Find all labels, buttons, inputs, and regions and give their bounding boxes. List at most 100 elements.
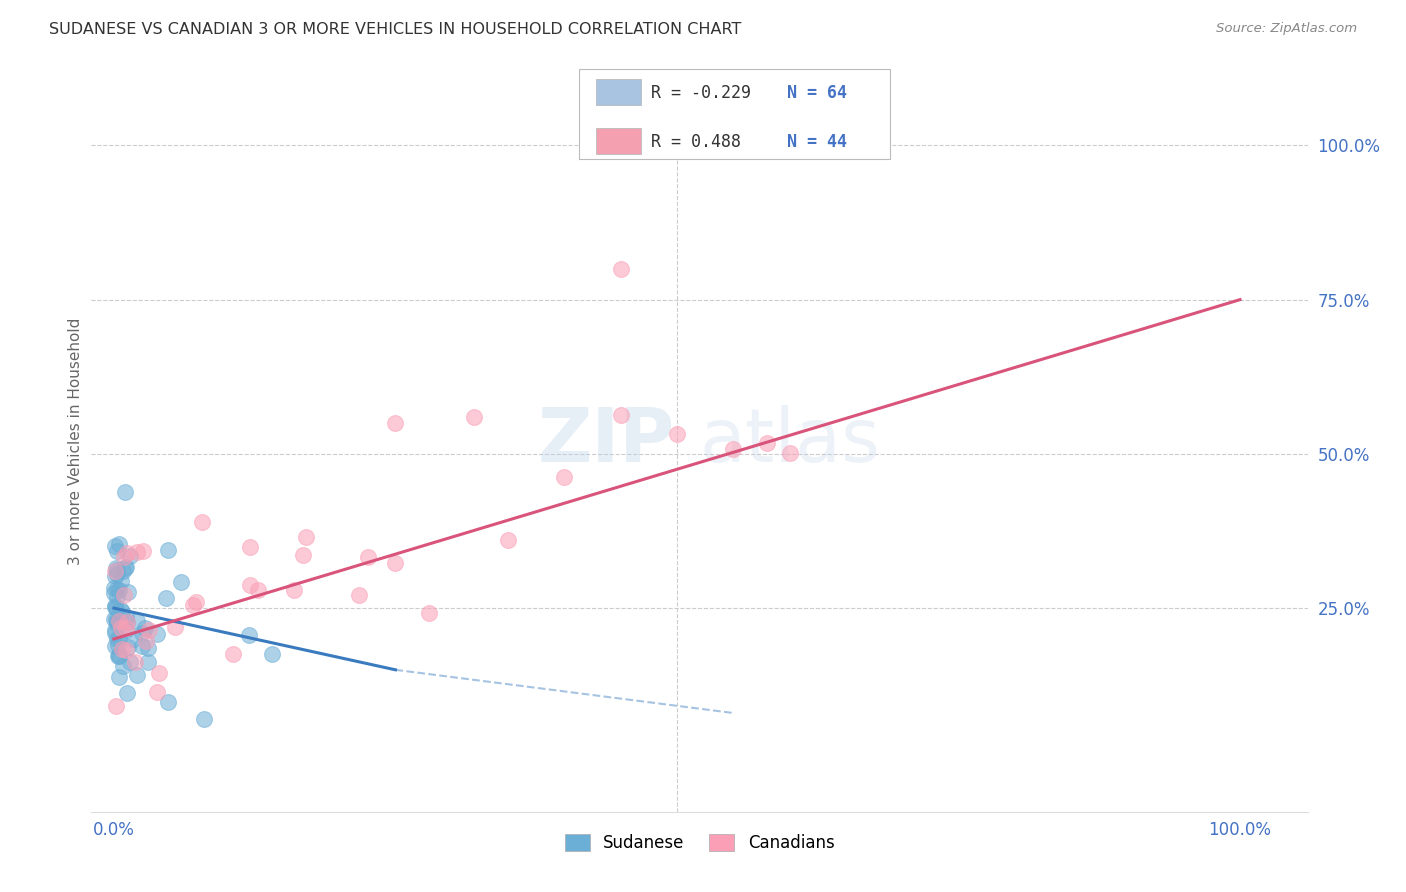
Point [104, 626, 127, 640]
Point [107, 639, 129, 653]
Point [104, 565, 127, 579]
Point [114, 561, 136, 575]
Point [295, 530, 318, 544]
Point [156, 543, 179, 558]
Text: N = 64: N = 64 [787, 84, 848, 102]
Point [104, 612, 127, 626]
Point [260, 647, 283, 661]
Point [418, 606, 440, 620]
Point [184, 595, 207, 609]
Point [105, 632, 128, 646]
Point [104, 599, 127, 614]
Point [104, 539, 127, 553]
Point [134, 621, 156, 635]
Text: R = 0.488: R = 0.488 [651, 133, 741, 151]
Point [292, 548, 315, 562]
Point [107, 669, 129, 683]
Point [146, 627, 169, 641]
Point [117, 640, 139, 654]
Point [135, 633, 157, 648]
Point [103, 611, 125, 625]
Point [138, 623, 160, 637]
Y-axis label: 3 or more Vehicles in Household: 3 or more Vehicles in Household [67, 318, 83, 566]
Point [108, 537, 131, 551]
Point [238, 627, 260, 641]
Point [111, 642, 134, 657]
Point [104, 569, 127, 583]
Point [103, 582, 125, 596]
Point [723, 442, 745, 457]
Point [110, 615, 132, 630]
Point [114, 621, 136, 635]
Point [110, 602, 132, 616]
Point [247, 582, 270, 597]
Point [170, 575, 193, 590]
Point [103, 586, 125, 600]
Point [127, 545, 149, 559]
Point [108, 583, 131, 598]
Point [609, 408, 631, 422]
Point [105, 563, 128, 577]
Text: R = -0.229: R = -0.229 [651, 84, 751, 102]
Text: SUDANESE VS CANADIAN 3 OR MORE VEHICLES IN HOUSEHOLD CORRELATION CHART: SUDANESE VS CANADIAN 3 OR MORE VEHICLES … [49, 22, 741, 37]
Point [118, 549, 141, 563]
Point [779, 138, 801, 153]
Point [553, 469, 575, 483]
Point [779, 446, 801, 460]
Point [155, 591, 177, 605]
Point [105, 561, 128, 575]
Point [609, 261, 631, 276]
Point [496, 533, 519, 548]
Point [104, 640, 127, 654]
Point [112, 658, 135, 673]
Point [239, 540, 262, 554]
Point [463, 410, 485, 425]
Point [136, 655, 159, 669]
Point [125, 668, 148, 682]
Point [112, 565, 135, 579]
Point [191, 515, 214, 529]
Text: Source: ZipAtlas.com: Source: ZipAtlas.com [1216, 22, 1357, 36]
Point [112, 588, 135, 602]
Point [117, 585, 139, 599]
Point [357, 550, 380, 565]
Point [105, 617, 128, 632]
Point [108, 614, 131, 628]
Point [384, 416, 406, 430]
Point [107, 649, 129, 664]
Point [105, 614, 128, 628]
Point [131, 639, 153, 653]
Point [103, 599, 125, 614]
Point [115, 546, 138, 560]
Point [132, 544, 155, 558]
Point [112, 550, 135, 565]
Point [122, 632, 145, 646]
Point [125, 614, 148, 628]
Point [105, 566, 128, 581]
Point [163, 620, 186, 634]
Point [120, 656, 142, 670]
Point [115, 559, 138, 574]
Point [110, 574, 132, 588]
Point [115, 615, 138, 630]
Point [105, 582, 128, 596]
Point [103, 623, 125, 637]
Point [108, 613, 131, 627]
Point [665, 426, 688, 441]
Point [239, 577, 262, 591]
Text: ZIP: ZIP [538, 405, 675, 478]
Point [108, 649, 131, 664]
Point [108, 648, 131, 662]
Point [148, 666, 170, 681]
Point [136, 641, 159, 656]
Point [347, 587, 370, 601]
Point [756, 435, 779, 450]
Point [114, 610, 136, 624]
Point [145, 685, 167, 699]
Point [114, 485, 136, 500]
Point [108, 632, 131, 646]
Point [105, 698, 128, 713]
Point [221, 647, 243, 661]
Point [110, 621, 132, 635]
Point [107, 590, 129, 604]
